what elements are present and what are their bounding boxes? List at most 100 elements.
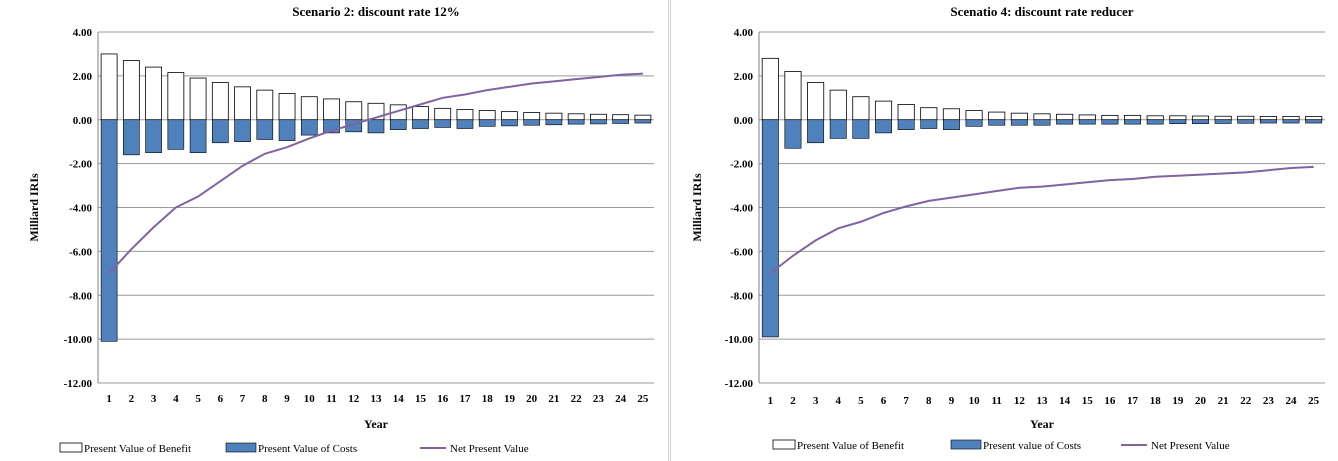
legend-npv-label: Net Present Value: [1151, 440, 1230, 452]
cost-bar: [145, 119, 162, 153]
cost-bar: [167, 119, 185, 150]
benefit-bar: [1124, 114, 1142, 121]
x-tick-label: 22: [571, 393, 583, 405]
legend-costs-swatch: [225, 442, 257, 453]
cost-bar: [123, 119, 140, 156]
x-tick-label: 24: [615, 393, 627, 405]
benefit-bar: [589, 113, 607, 121]
x-tick-label: 10: [969, 395, 981, 407]
x-tick-label: 7: [903, 395, 909, 407]
x-tick-label: 1: [106, 393, 112, 405]
benefit-bar: [567, 113, 585, 121]
x-axis-title: Year: [364, 417, 389, 431]
cost-bar: [501, 119, 518, 127]
y-tick-label: 4.00: [734, 27, 754, 39]
y-axis-title: Milliard IRIs: [27, 173, 41, 242]
x-tick-label: 3: [151, 393, 157, 405]
y-tick-label: -10.00: [725, 334, 754, 346]
x-tick-label: 12: [1014, 395, 1026, 407]
benefit-bar: [189, 77, 207, 121]
x-tick-label: 24: [1286, 395, 1298, 407]
npv-line: [769, 165, 1314, 275]
benefit-bar: [501, 111, 518, 121]
x-tick-label: 1: [768, 395, 774, 407]
x-tick-label: 20: [1195, 395, 1207, 407]
benefit-bar: [1305, 116, 1323, 121]
cost-bar: [1169, 119, 1187, 124]
legend-benefit-label: Present Value of Benefit: [797, 440, 904, 452]
cost-bar: [1056, 119, 1074, 125]
benefit-bar: [545, 112, 563, 121]
cost-bar: [1259, 119, 1277, 124]
y-tick-label: -12.00: [725, 378, 754, 390]
cost-bar: [1124, 119, 1142, 125]
cost-bar: [875, 119, 892, 134]
x-tick-label: 25: [637, 393, 649, 405]
cost-bar: [278, 119, 296, 141]
benefit-bar: [278, 93, 296, 121]
benefit-bar: [761, 57, 779, 121]
cost-bar: [1033, 119, 1051, 126]
chart-panel-scenario-2: Scenario 2: discount rate 12% 4.00 2.00 0.0…: [27, 0, 669, 461]
cost-bar: [1237, 119, 1255, 124]
cost-bar: [1146, 119, 1164, 125]
benefit-bar: [1101, 114, 1119, 121]
cost-bar: [784, 119, 802, 149]
benefit-bar: [456, 109, 474, 121]
cost-bar: [829, 119, 847, 139]
cost-bar: [234, 119, 251, 142]
benefit-bar: [345, 101, 363, 121]
cost-bar: [212, 119, 229, 144]
x-tick-label: 23: [1263, 395, 1275, 407]
benefit-bar: [1010, 112, 1028, 121]
legend-costs-swatch: [950, 439, 982, 450]
x-tick-label: 25: [1308, 395, 1320, 407]
cost-bar: [1282, 119, 1300, 124]
benefit-bar: [634, 114, 652, 121]
benefit-bar: [920, 107, 938, 121]
benefit-bar: [829, 89, 847, 121]
cost-bar: [389, 119, 407, 130]
x-tick-label: 10: [304, 393, 316, 405]
y-tick-label: -10.00: [64, 334, 93, 346]
x-tick-label: 4: [173, 393, 179, 405]
y-tick-label: 2.00: [73, 71, 93, 83]
x-tick-label: 5: [858, 395, 864, 407]
benefit-bar: [1078, 114, 1096, 121]
x-tick-label: 21: [1218, 395, 1229, 407]
y-tick-label: -4.00: [730, 203, 753, 215]
benefit-bar: [1282, 116, 1300, 121]
benefit-bar: [434, 107, 452, 121]
cost-bar: [456, 119, 474, 129]
cost-bar: [367, 119, 385, 134]
x-tick-label: 5: [195, 393, 201, 405]
cost-bar: [590, 119, 607, 125]
benefit-bar: [1033, 113, 1051, 121]
cost-bar: [897, 119, 915, 130]
benefit-bar: [1214, 115, 1232, 121]
benefit-bar: [300, 96, 318, 121]
cost-bar: [412, 119, 429, 129]
cost-bar: [189, 119, 207, 153]
cost-bar: [942, 119, 960, 130]
chart-scenario-2: Scenario 2: discount rate 12% 4.00 2.00 0.0…: [27, 4, 654, 455]
y-tick-label: -8.00: [69, 290, 92, 302]
benefit-bar: [1146, 115, 1164, 121]
y-axis-title: Milliard IRIs: [690, 173, 704, 242]
benefit-bar: [412, 106, 429, 121]
x-tick-label: 11: [992, 395, 1002, 407]
cost-bar: [852, 119, 870, 139]
x-tick-label: 16: [1104, 395, 1116, 407]
x-tick-label: 16: [437, 393, 449, 405]
cost-bar: [1192, 119, 1209, 124]
chart-title: Scenatio 4: discount rate reducer: [950, 4, 1133, 19]
benefit-bar: [234, 86, 251, 121]
x-tick-label: 21: [548, 393, 559, 405]
y-tick-label: 2.00: [734, 71, 754, 83]
x-tick-label: 18: [482, 393, 494, 405]
benefit-bar: [1169, 115, 1187, 121]
npv-line: [108, 72, 643, 274]
cost-bar: [545, 119, 563, 126]
benefit-bar: [167, 72, 185, 121]
y-tick-label: -6.00: [69, 246, 92, 258]
